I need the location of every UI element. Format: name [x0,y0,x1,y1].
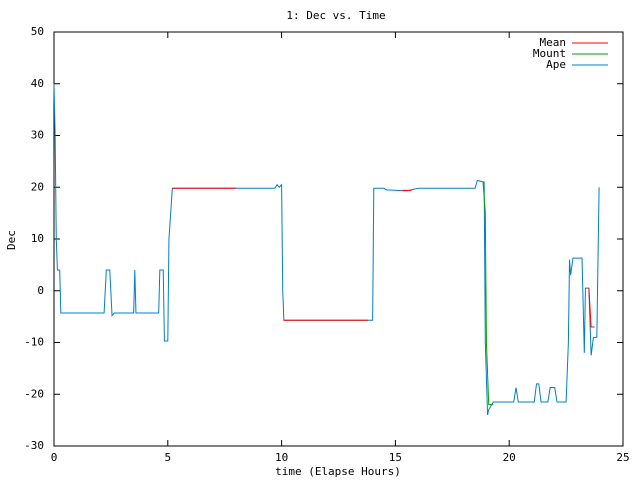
y-tick-label: -20 [24,387,44,400]
chart-title: 1: Dec vs. Time [286,9,385,22]
y-tick-label: -30 [24,439,44,452]
x-tick-label: 15 [389,451,402,464]
x-tick-label: 25 [616,451,629,464]
y-axis-label: Dec [5,230,18,250]
series-line [53,83,600,416]
x-tick-label: 5 [164,451,171,464]
x-tick-label: 20 [503,451,516,464]
x-axis-label: time (Elapse Hours) [275,465,401,478]
y-tick-label: 20 [31,180,44,193]
y-tick-label: 0 [37,284,44,297]
x-tick-label: 10 [275,451,288,464]
x-tick-label: 0 [51,451,58,464]
y-tick-label: 50 [31,25,44,38]
y-tick-label: -10 [24,336,44,349]
series-line [172,187,595,328]
y-tick-label: 30 [31,129,44,142]
series-line [482,182,494,406]
legend-label: Ape [546,58,566,71]
y-tick-label: 40 [31,77,44,90]
legend-label: Mean [540,36,567,49]
y-tick-label: 10 [31,232,44,245]
legend-label: Mount [533,47,566,60]
